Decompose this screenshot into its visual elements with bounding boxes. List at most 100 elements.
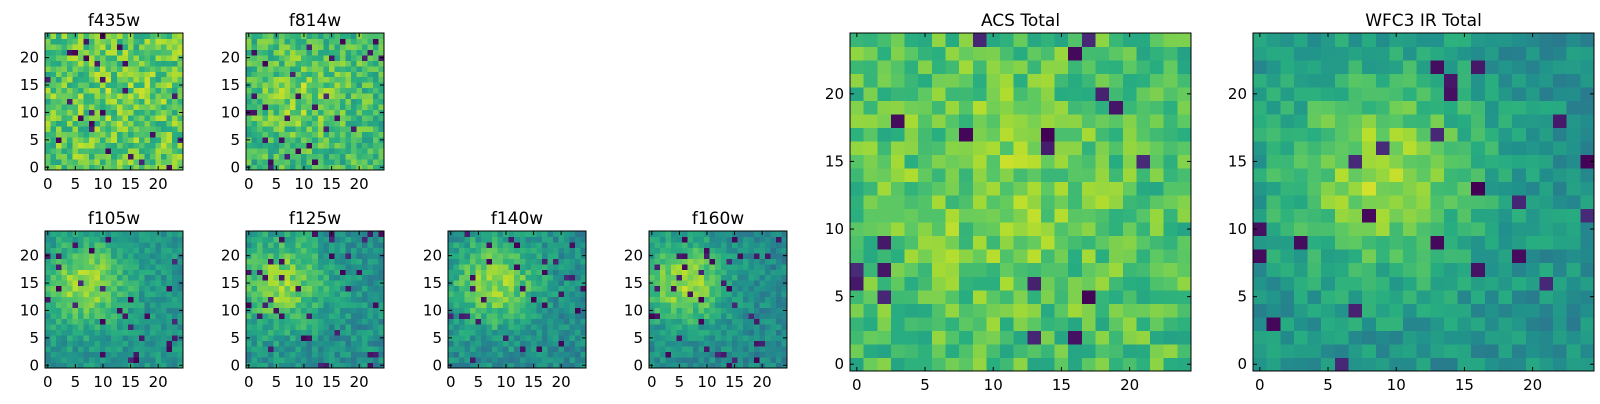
heatmap-cell [340,104,346,110]
heatmap-cell [373,49,379,55]
heatmap-cell [454,308,460,314]
heatmap-cell [1068,182,1082,196]
heatmap-cell [312,77,318,83]
heatmap-cell [95,110,101,116]
heatmap-cell [122,335,128,341]
heatmap-cell [78,154,84,160]
heatmap-cell [318,49,324,55]
heatmap-cell [666,253,672,259]
heatmap-cell [84,297,90,303]
heatmap-cell [84,258,90,264]
heatmap-cell [754,231,760,237]
heatmap-cell [111,143,117,149]
heatmap-cell [1512,168,1526,182]
heatmap-cell [715,308,721,314]
heatmap-cell [520,236,526,242]
heatmap-cell [139,154,145,160]
heatmap-cell [296,154,302,160]
heatmap-cell [351,352,357,358]
heatmap-cell [340,55,346,61]
heatmap-cell [166,280,172,286]
heatmap-cell [721,231,727,237]
heatmap-cell [263,115,269,121]
heatmap-cell [536,341,542,347]
heatmap-cell [122,49,128,55]
heatmap-cell [155,148,161,154]
x-tick-label: 20 [350,373,369,391]
heatmap-cell [67,154,73,160]
heatmap-cell [1348,303,1362,317]
heatmap-cell [329,319,335,325]
heatmap-cell [95,291,101,297]
heatmap-cell [864,290,878,304]
heatmap-cell [73,330,79,336]
heatmap-cell [334,93,340,99]
heatmap-cell [122,313,128,319]
heatmap-cell [274,110,280,116]
heatmap-cell [78,313,84,319]
heatmap-cell [161,269,167,275]
heatmap-cell [263,33,269,39]
heatmap-cell [51,71,57,77]
heatmap-cell [161,264,167,270]
heatmap-cell [95,341,101,347]
heatmap-cell [351,275,357,281]
heatmap-cell [334,159,340,165]
heatmap-cells-acs-total [850,33,1191,371]
heatmap-cell [345,115,351,121]
heatmap-cell [329,148,335,154]
heatmap-cell [318,231,324,237]
heatmap-cell [128,55,134,61]
heatmap-cell [1389,195,1403,209]
heatmap-cell [1000,168,1014,182]
heatmap-cell [100,253,106,259]
heatmap-cell [252,126,258,132]
heatmap-cell [1027,317,1041,331]
heatmap-cell [776,330,782,336]
heatmap-cells-f140w [448,231,586,368]
heatmap-cell [78,308,84,314]
heatmap-cell [307,82,313,88]
heatmap-cell [688,324,694,330]
heatmap-cell [73,49,79,55]
heatmap-cell [481,280,487,286]
heatmap-cell [715,297,721,303]
heatmap-cell [1150,141,1164,155]
heatmap-cell [56,313,62,319]
heatmap-cell [564,308,570,314]
x-tick-label: 5 [71,373,81,391]
heatmap-cell [748,247,754,253]
heatmap-cell [465,335,471,341]
heatmap-cell [318,99,324,105]
heatmap-cell [78,231,84,237]
heatmap-cell [318,280,324,286]
heatmap-cell [759,236,765,242]
heatmap-cell [1068,344,1082,358]
heatmap-cell [128,126,134,132]
heatmap-cell [481,253,487,259]
heatmap-cell [1389,290,1403,304]
heatmap-cell [89,269,95,275]
heatmap-cell [56,297,62,303]
heatmap-cell [498,297,504,303]
heatmap-cell [536,269,542,275]
heatmap-cell [1027,168,1041,182]
heatmap-cell [172,38,178,44]
heatmap-cell [279,247,285,253]
heatmap-cell [575,352,581,358]
heatmap-cell [307,247,313,253]
heatmap-cell [133,247,139,253]
heatmap-cell [1321,290,1335,304]
heatmap-cell [307,242,313,248]
heatmap-cell [274,330,280,336]
heatmap-cell [1253,317,1267,331]
heatmap-cell [1123,290,1137,304]
heatmap-cell [1096,330,1110,344]
heatmap-cell [470,302,476,308]
heatmap-cell [454,258,460,264]
heatmap-cell [290,132,296,138]
heatmap-cell [1000,317,1014,331]
heatmap-cell [150,38,156,44]
heatmap-cell [1000,290,1014,304]
